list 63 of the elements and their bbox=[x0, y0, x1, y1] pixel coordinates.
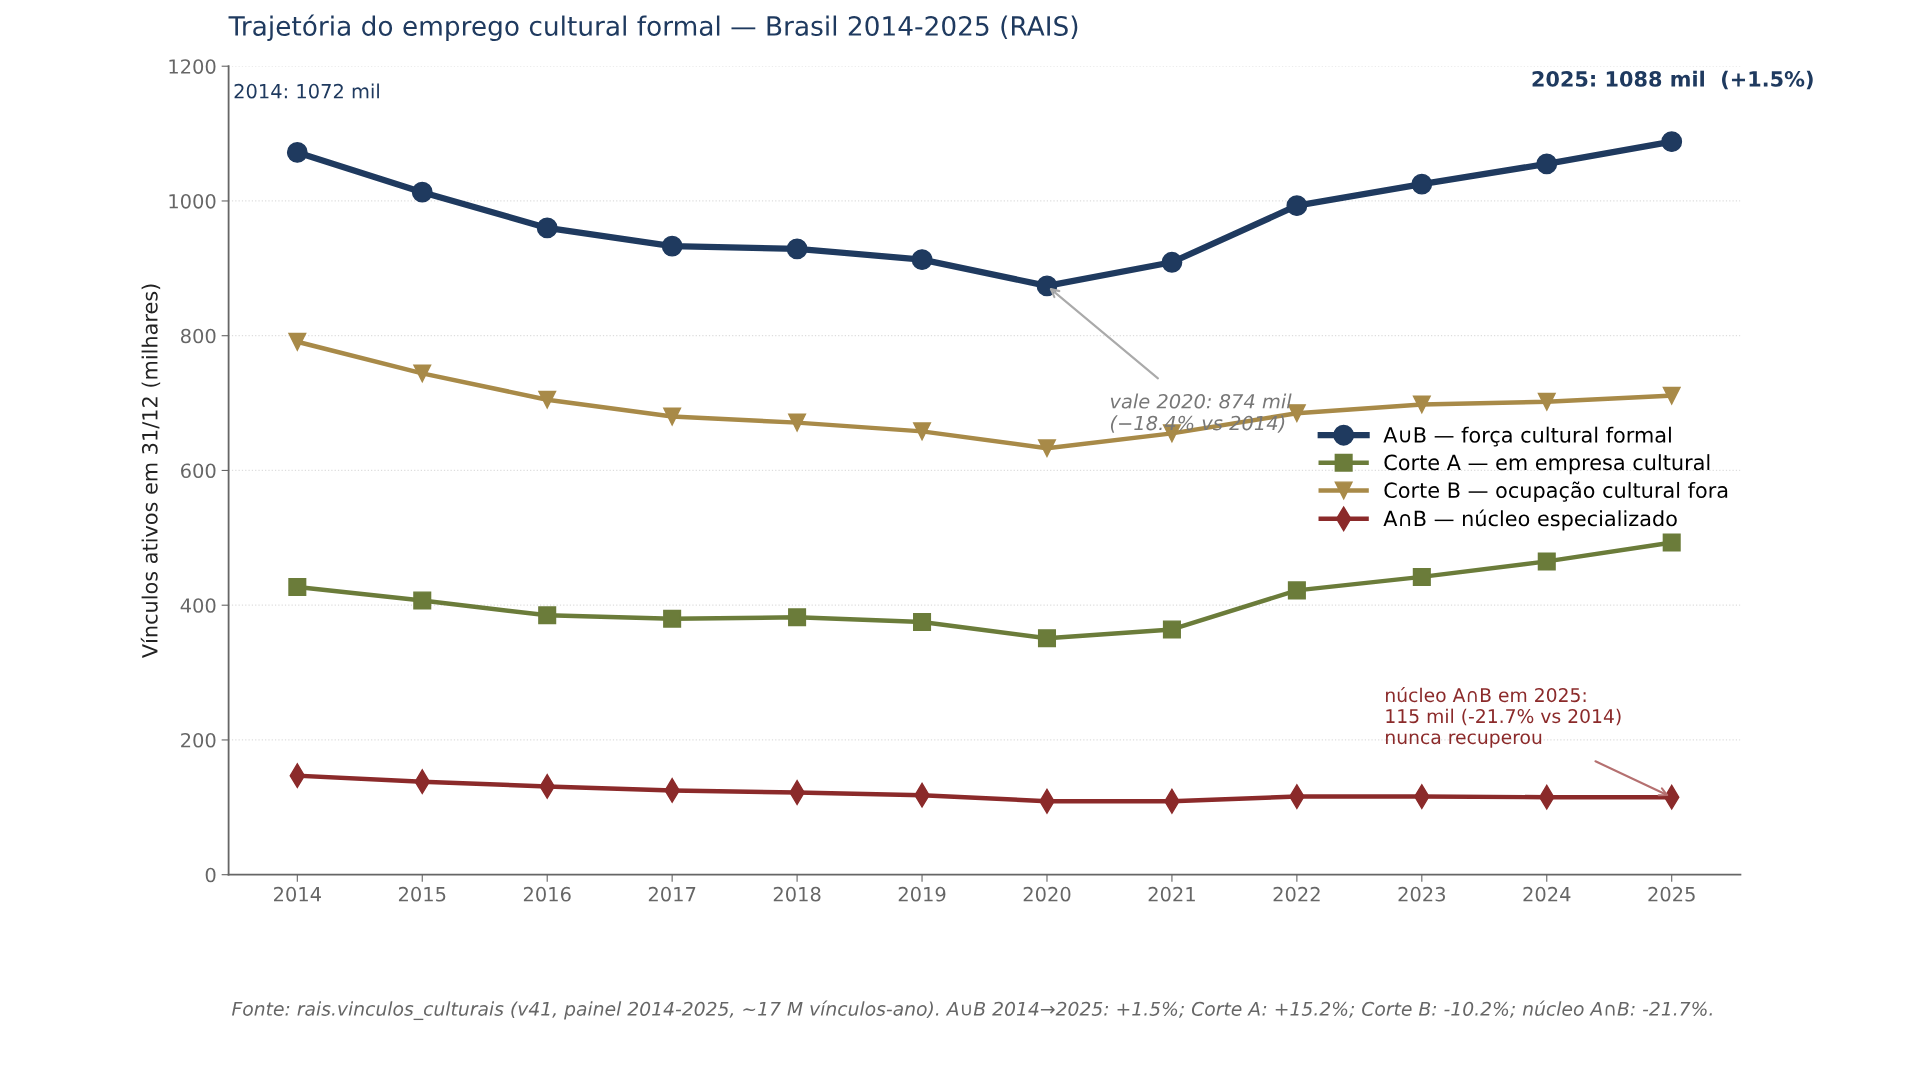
point bbox=[1537, 552, 1556, 571]
y-axis-title: Vínculos ativos em 31/12 (milhares) bbox=[140, 284, 161, 659]
annotation: 2025: 1088 mil (+1.5%) bbox=[1532, 70, 1813, 90]
y-tick-label: 200 bbox=[181, 732, 216, 748]
point bbox=[413, 591, 432, 610]
y-tick-label: 0 bbox=[205, 867, 216, 883]
point bbox=[286, 142, 308, 163]
annotation: núcleo A∩B em 2025: 115 mil (-21.7% vs 2014) nunca recuperou bbox=[1386, 686, 1621, 748]
legend-label: A∩B — núcleo especializado bbox=[1383, 509, 1677, 531]
point bbox=[1537, 392, 1556, 411]
point bbox=[288, 577, 307, 597]
point bbox=[911, 249, 933, 270]
x-tick-label: 2016 bbox=[523, 886, 571, 902]
y-tick-label: 600 bbox=[181, 463, 216, 479]
y-tick-label: 1000 bbox=[169, 193, 216, 209]
point bbox=[288, 332, 307, 351]
y-tick-label: 1200 bbox=[169, 59, 216, 74]
point bbox=[1662, 386, 1681, 405]
x-tick-label: 2014 bbox=[274, 886, 321, 902]
legend-label: Corte A — em empresa cultural bbox=[1384, 454, 1710, 475]
point bbox=[1286, 195, 1308, 217]
point bbox=[1412, 567, 1431, 586]
point bbox=[1037, 629, 1057, 648]
point bbox=[538, 390, 557, 409]
x-tick-label: 2020 bbox=[1023, 886, 1071, 902]
point bbox=[1162, 620, 1181, 639]
point bbox=[788, 413, 807, 432]
point bbox=[1037, 439, 1057, 458]
point bbox=[1036, 275, 1058, 297]
point bbox=[1536, 153, 1558, 175]
chart-title: Trajetória do emprego cultural formal — Brasil 2014-2025 (RAIS) bbox=[228, 14, 1078, 42]
point bbox=[536, 217, 558, 239]
point bbox=[661, 235, 683, 257]
point bbox=[413, 364, 432, 383]
y-tick-label: 400 bbox=[180, 598, 216, 613]
x-tick-label: 2021 bbox=[1148, 886, 1195, 902]
x-tick-label: 2022 bbox=[1273, 886, 1320, 902]
x-tick-label: 2015 bbox=[398, 886, 446, 902]
legend-label: A∪B — força cultural formal bbox=[1383, 426, 1671, 447]
x-tick-label: 2019 bbox=[898, 886, 946, 902]
x-tick-label: 2017 bbox=[648, 886, 696, 902]
point bbox=[788, 608, 807, 627]
point bbox=[663, 609, 682, 628]
point bbox=[1412, 395, 1431, 414]
point bbox=[913, 613, 932, 632]
x-tick-label: 2018 bbox=[773, 886, 821, 902]
x-tick-label: 2023 bbox=[1398, 886, 1445, 902]
x-tick-label: 2024 bbox=[1523, 886, 1571, 902]
point bbox=[538, 606, 557, 625]
point bbox=[913, 422, 932, 441]
point bbox=[1661, 131, 1683, 153]
point bbox=[411, 181, 433, 203]
y-tick-label: 800 bbox=[181, 328, 216, 344]
point bbox=[1287, 581, 1306, 600]
source-note: Fonte: rais.vinculos_culturais (v41, painel 2014-2025, ~17 M vínculos-ano). A∪B 2014→2025: +1.5%; Corte A: +15.2%; Corte B: -10.2%; núcleo A∩B: -21.7%. bbox=[231, 1000, 1712, 1021]
legend-label: Corte B — ocupação cultural fora bbox=[1384, 481, 1728, 503]
annotation: 2014: 1072 mil bbox=[234, 83, 379, 99]
point bbox=[786, 238, 808, 260]
x-tick-label: 2025 bbox=[1648, 886, 1695, 902]
point bbox=[1161, 251, 1183, 273]
point bbox=[663, 407, 682, 426]
point bbox=[1411, 173, 1433, 195]
point bbox=[1662, 533, 1681, 552]
